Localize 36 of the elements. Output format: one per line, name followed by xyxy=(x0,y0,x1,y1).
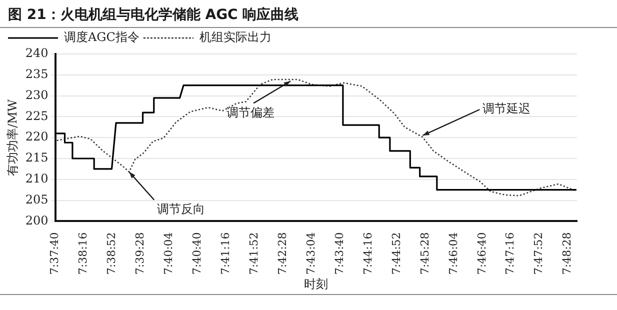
annotation: 调节偏差 xyxy=(226,105,275,120)
annotation: 调节反向 xyxy=(157,202,206,216)
x-tick-label: 7:38:52 xyxy=(105,232,118,275)
y-tick-label: 230 xyxy=(25,88,48,102)
annotation: 调节延迟 xyxy=(482,102,531,116)
y-axis-title: 有功功率/MW xyxy=(5,98,20,176)
y-tick-label: 240 xyxy=(25,46,48,60)
x-tick-label: 7:47:16 xyxy=(504,232,517,275)
x-tick-label: 7:40:40 xyxy=(190,232,204,275)
x-tick-label: 7:44:16 xyxy=(361,232,374,275)
x-tick-label: 7:46:40 xyxy=(475,232,488,275)
y-tick-label: 235 xyxy=(25,67,48,82)
x-tick-label: 7:40:04 xyxy=(162,232,176,275)
x-tick-label: 7:39:28 xyxy=(134,232,147,275)
y-tick-label: 225 xyxy=(25,108,48,123)
x-tick-label: 7:43:04 xyxy=(304,232,318,275)
x-tick-label: 7:47:52 xyxy=(532,232,546,275)
y-tick-label: 220 xyxy=(25,130,48,144)
y-tick-label: 200 xyxy=(25,213,48,228)
x-axis-title: 时刻 xyxy=(304,276,328,291)
x-tick-label: 7:37:40 xyxy=(48,232,62,275)
x-tick-label: 7:38:16 xyxy=(76,232,90,275)
x-tick-label: 7:41:16 xyxy=(219,232,232,275)
x-tick-label: 7:43:40 xyxy=(332,232,346,275)
legend-label: 机组实际出力 xyxy=(199,30,272,44)
chart-title: 图 21：火电机组与电化学储能 AGC 响应曲线 xyxy=(0,0,617,28)
x-tick-label: 7:42:28 xyxy=(276,232,289,275)
x-tick-label: 7:41:52 xyxy=(247,232,260,275)
x-tick-label: 7:45:28 xyxy=(418,232,432,275)
x-tick-label: 7:48:28 xyxy=(560,232,574,275)
x-tick-label: 7:44:52 xyxy=(390,232,403,275)
legend-label: 调度AGC指令 xyxy=(64,30,140,44)
y-tick-label: 215 xyxy=(25,150,48,165)
y-tick-label: 205 xyxy=(25,192,48,206)
x-tick-label: 7:46:04 xyxy=(446,232,460,275)
y-tick-label: 210 xyxy=(25,172,48,186)
